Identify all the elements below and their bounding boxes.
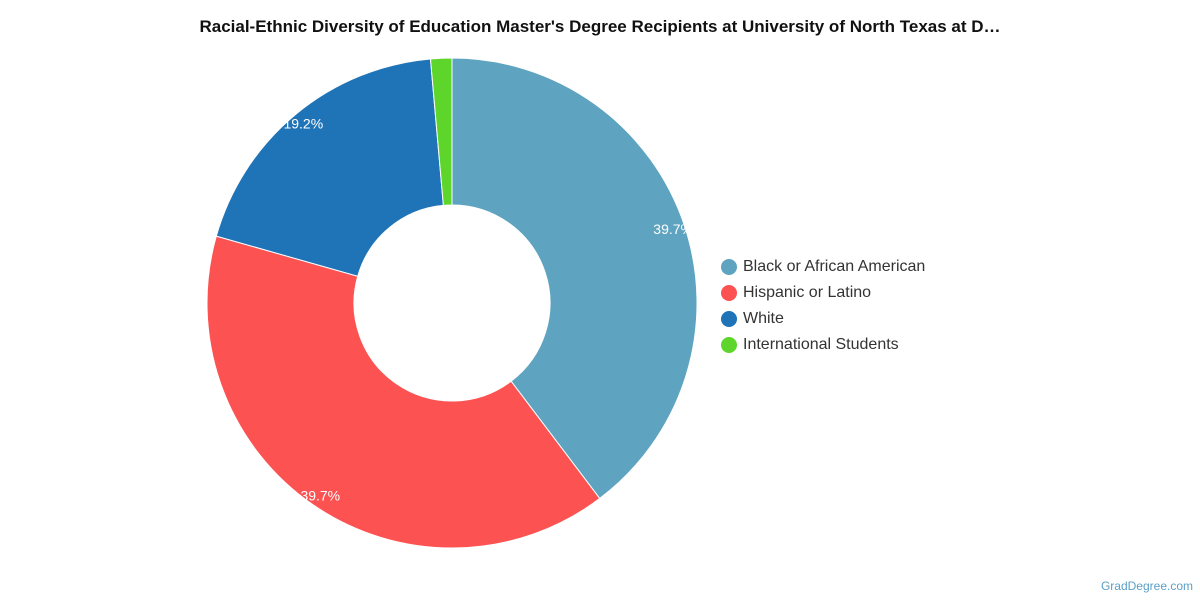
legend-swatch <box>721 337 737 353</box>
chart-title: Racial-Ethnic Diversity of Education Mas… <box>199 17 1001 36</box>
legend-swatch <box>721 285 737 301</box>
legend-item[interactable]: Hispanic or Latino <box>721 280 925 306</box>
legend-swatch <box>721 259 737 275</box>
legend-label: Hispanic or Latino <box>743 284 872 301</box>
legend: Black or African American Hispanic or Lat… <box>721 254 925 358</box>
slice-value-label: 39.7% <box>653 221 693 237</box>
legend-label: International Students <box>743 336 899 353</box>
slice-black-or-african-american[interactable] <box>451 57 698 500</box>
slice-value-label: 39.7% <box>300 487 340 503</box>
slice-white[interactable] <box>215 58 444 277</box>
legend-swatch <box>721 311 737 327</box>
legend-label: White <box>743 310 784 327</box>
legend-label: Black or African American <box>743 258 926 275</box>
legend-item[interactable]: Black or African American <box>721 254 925 280</box>
slice-hispanic-or-latino[interactable] <box>206 235 601 549</box>
legend-item[interactable]: White <box>721 306 925 332</box>
site-credit[interactable]: GradDegree.com <box>1100 579 1193 593</box>
legend-item[interactable]: International Students <box>721 332 925 358</box>
slice-value-label: 19.2% <box>283 115 323 131</box>
slice-international-students[interactable] <box>429 57 453 206</box>
